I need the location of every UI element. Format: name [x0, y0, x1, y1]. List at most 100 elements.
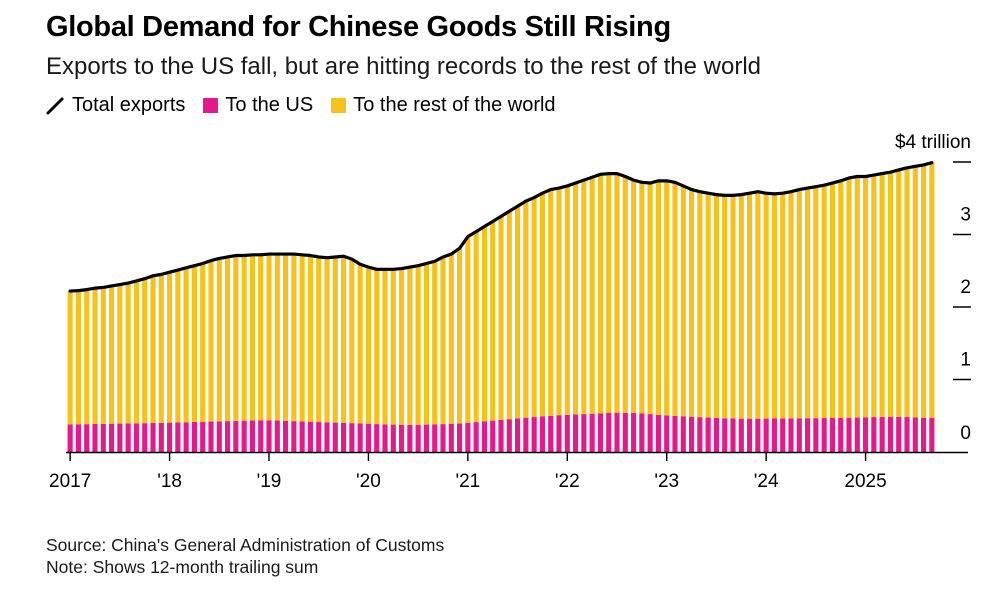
bar-us — [539, 416, 545, 452]
bar-us — [763, 418, 769, 452]
bar-us — [365, 423, 371, 452]
bar-rest — [871, 175, 877, 418]
bar-rest — [655, 180, 661, 415]
bar-us — [324, 422, 330, 452]
bar-us — [531, 416, 537, 452]
bar-rest — [332, 256, 338, 423]
bar-us — [432, 424, 438, 452]
bar-rest — [407, 267, 413, 425]
bar-us — [904, 417, 910, 452]
bar-us — [871, 417, 877, 452]
bar-us — [175, 422, 181, 452]
bar-us — [208, 421, 214, 452]
bar-us — [481, 421, 487, 452]
bar-us — [672, 415, 678, 452]
x-tick-label: '19 — [257, 471, 282, 492]
bar-rest — [854, 176, 860, 418]
bar-us — [150, 423, 156, 452]
bar-us — [788, 418, 794, 452]
method-note: Note: Shows 12-month trailing sum — [46, 557, 319, 577]
bar-rest — [183, 267, 189, 423]
legend-label-total: Total exports — [72, 94, 186, 116]
bar-us — [216, 421, 222, 452]
bar-us — [374, 424, 380, 452]
x-tick-label: '20 — [356, 471, 381, 492]
bar-rest — [515, 206, 521, 419]
bar-rest — [349, 259, 355, 424]
y-tick-label: 2 — [960, 277, 971, 298]
bar-rest — [531, 197, 537, 417]
bar-rest — [125, 283, 131, 424]
bar-rest — [233, 255, 239, 421]
bar-us — [283, 420, 289, 452]
bar-us — [506, 419, 512, 452]
bar-us — [357, 423, 363, 452]
bar-us — [631, 413, 637, 452]
bar-us — [614, 412, 620, 452]
bar-rest — [747, 193, 753, 419]
bar-us — [515, 418, 521, 452]
bar-rest — [622, 176, 628, 413]
x-tick-label: '22 — [555, 471, 580, 492]
bar-us — [854, 417, 860, 452]
bar-rest — [589, 177, 595, 414]
bar-rest — [341, 256, 347, 423]
bar-rest — [481, 226, 487, 422]
bar-us — [805, 418, 811, 452]
bar-rest — [705, 193, 711, 418]
bar-rest — [506, 211, 512, 420]
bar-rest — [788, 191, 794, 419]
bar-us — [407, 424, 413, 452]
bar-rest — [647, 183, 653, 415]
bar-rest — [133, 280, 139, 424]
bar-rest — [316, 256, 322, 422]
bar-us — [167, 422, 173, 452]
bar-rest — [415, 265, 421, 425]
bar-us — [465, 422, 471, 452]
bar-rest — [158, 274, 164, 423]
bar-rest — [167, 272, 173, 423]
bar-us — [896, 416, 902, 452]
x-tick-label: '23 — [654, 471, 679, 492]
bar-rest — [780, 193, 786, 419]
bar-us — [332, 422, 338, 452]
bar-us — [548, 415, 554, 452]
bar-rest — [813, 186, 819, 419]
bar-rest — [573, 183, 579, 415]
bar-us — [266, 420, 272, 452]
bar-rest — [266, 254, 272, 421]
bar-us — [887, 416, 893, 452]
bar-us — [92, 424, 98, 452]
bar-us — [921, 417, 927, 452]
x-tick-label: '24 — [754, 471, 779, 492]
bar-rest — [84, 289, 90, 425]
bar-us — [780, 418, 786, 452]
bar-us — [158, 422, 164, 452]
bar-us — [730, 418, 736, 452]
bar-rest — [283, 254, 289, 421]
bar-rest — [208, 260, 214, 422]
bar-us — [573, 414, 579, 452]
bar-rest — [216, 258, 222, 422]
bar-us — [722, 418, 728, 452]
bar-us — [705, 417, 711, 452]
bar-rest — [225, 256, 231, 422]
bar-rest — [117, 284, 123, 424]
bar-rest — [689, 189, 695, 417]
bar-us — [258, 420, 264, 452]
bar-rest — [896, 169, 902, 417]
source-note: Source: China's General Administration o… — [46, 535, 445, 555]
bar-us — [191, 421, 197, 452]
bar-rest — [109, 285, 115, 424]
bar-rest — [846, 177, 852, 418]
bar-us — [747, 418, 753, 452]
bar-us — [225, 421, 231, 452]
bar-rest — [200, 263, 206, 422]
bar-rest — [680, 185, 686, 417]
bar-rest — [755, 191, 761, 419]
bar-us — [622, 412, 628, 452]
bar-us — [821, 418, 827, 452]
bar-us — [713, 417, 719, 452]
bar-us — [838, 417, 844, 452]
y-tick-label: 3 — [960, 205, 971, 226]
